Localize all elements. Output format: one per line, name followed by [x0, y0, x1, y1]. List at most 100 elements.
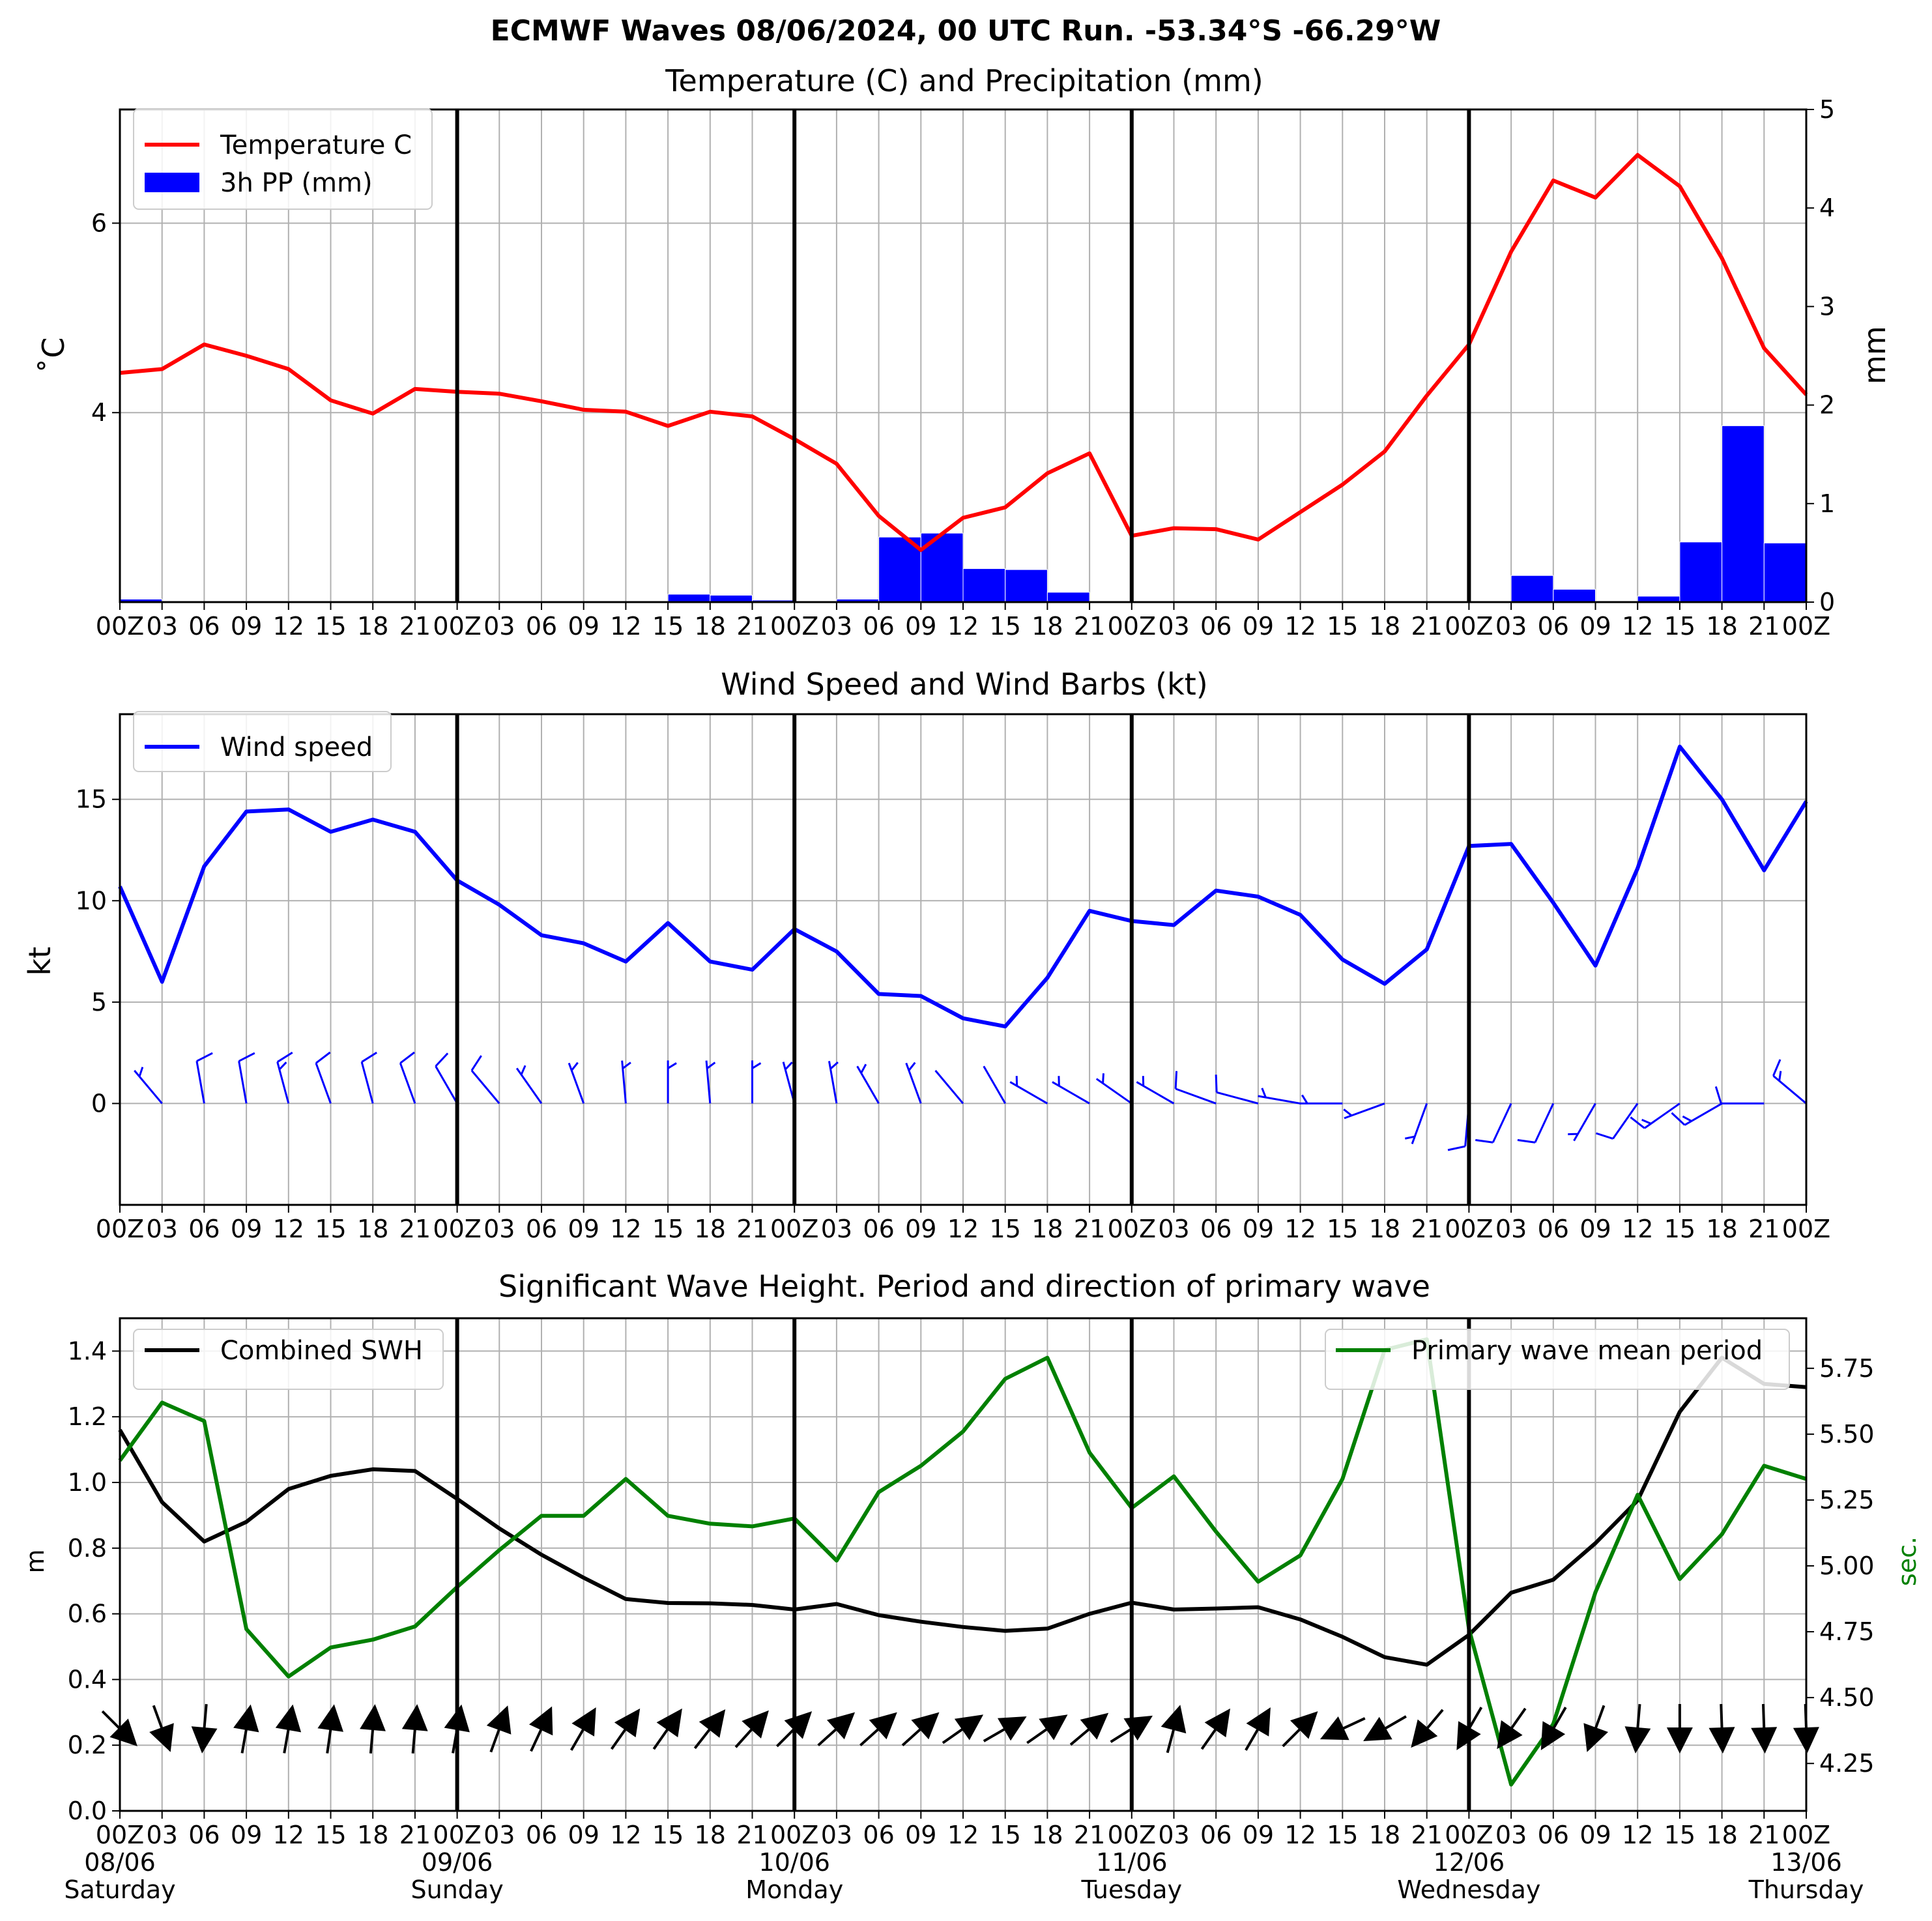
x-tick-label: 00Z [1445, 1821, 1493, 1849]
arrow-head [699, 1709, 726, 1738]
barb-feather [908, 1062, 916, 1071]
barb-shaft [1216, 1091, 1259, 1105]
x-tick-label: 00Z [96, 612, 144, 641]
wave-direction-arrow [901, 1712, 940, 1746]
x-tick-label: 12 [610, 1821, 641, 1849]
x-tick-label: 12 [273, 612, 304, 641]
y-tick-label: 0.2 [68, 1731, 107, 1759]
legend: Wind speed [133, 711, 392, 772]
x-tick-label: 21 [399, 1821, 431, 1849]
arrow-head [784, 1711, 813, 1739]
wave-direction-arrow [191, 1703, 218, 1754]
barb-shaft [360, 1062, 374, 1104]
precip-bar [1510, 575, 1554, 603]
wave-direction-arrow [1026, 1714, 1068, 1744]
barb-feather [278, 1062, 287, 1071]
x-tick-label: 12 [610, 612, 641, 641]
x-tick-label: 18 [1031, 612, 1063, 641]
y-tick-label: 0.8 [68, 1534, 107, 1563]
panel-title-wave: Significant Wave Height. Period and dire… [498, 1269, 1430, 1304]
wave-direction-arrow [859, 1712, 897, 1746]
barb-feather [1595, 1132, 1613, 1140]
x-tick-label: 06 [1538, 1215, 1569, 1243]
x-tick-label: 12 [273, 1821, 304, 1849]
barb-feather [138, 1067, 144, 1077]
x-tick-label: 06 [1200, 1821, 1232, 1849]
date-label: 12/06 [1434, 1848, 1505, 1877]
x-tick-label: 21 [1074, 612, 1105, 641]
x-tick-label: 15 [1664, 1821, 1695, 1849]
wind-barb [515, 1065, 543, 1105]
date-label: 13/06 [1770, 1848, 1842, 1877]
date-label: 09/06 [422, 1848, 493, 1877]
barb-feather [361, 1051, 377, 1063]
arrow-head [1246, 1707, 1271, 1737]
x-tick-label: 06 [863, 612, 894, 641]
barb-feather [1682, 1115, 1692, 1122]
barb-shaft [315, 1062, 332, 1104]
x-tick-label: 12 [273, 1215, 304, 1243]
wave-direction-arrow [1540, 1707, 1567, 1750]
barb-shaft [1411, 1103, 1428, 1144]
x-tick-label: 18 [1031, 1821, 1063, 1849]
precip-bar [710, 594, 753, 603]
x-tick-label: 00Z [433, 612, 481, 641]
x-tick-label: 12 [1284, 1821, 1316, 1849]
wind-barb [568, 1062, 585, 1104]
arrow-head [656, 1708, 682, 1738]
x-tick-label: 15 [652, 612, 684, 641]
wave-direction-arrow [275, 1704, 302, 1754]
y-tick-label: 1.0 [68, 1468, 107, 1497]
x-tick-label: 21 [736, 612, 768, 641]
wave-direction-arrow [1497, 1707, 1527, 1750]
x-tick-label: 09 [568, 612, 599, 641]
precip-bar [1046, 592, 1090, 603]
arrow-head [1497, 1720, 1523, 1750]
wave-direction-arrow [401, 1704, 428, 1754]
x-tick-label: 15 [652, 1215, 684, 1243]
legend-label-precip: 3h PP (mm) [220, 168, 373, 198]
x-tick-label: 18 [695, 1821, 726, 1849]
x-tick-label: 21 [1748, 1215, 1780, 1243]
x-tick-label: 09 [568, 1821, 599, 1849]
wind-barb [1215, 1075, 1259, 1105]
grid [120, 714, 1806, 1205]
wave-direction-arrow [1583, 1705, 1608, 1752]
x-tick-label: 21 [1074, 1215, 1105, 1243]
figure-title: ECMWF Waves 08/06/2024, 00 UTC Run. -53.… [491, 14, 1441, 48]
wind-barb [276, 1051, 293, 1104]
barb-feather [667, 1062, 677, 1069]
x-tick-label: 06 [1538, 1821, 1569, 1849]
arrow-head [1319, 1716, 1349, 1740]
barb-shaft [276, 1062, 290, 1104]
y-tick-label: 1.4 [68, 1336, 107, 1365]
x-tick-label: 00Z [1108, 612, 1156, 641]
barb-feather [470, 1055, 482, 1071]
barb-feather [1301, 1094, 1308, 1105]
barb-feather [706, 1062, 716, 1069]
x-tick-label: 09 [568, 1215, 599, 1243]
barb-shaft [1052, 1081, 1090, 1105]
y-tick-label: 6 [91, 209, 107, 237]
wind-barb [1258, 1088, 1301, 1105]
wave-direction-arrow [101, 1710, 137, 1746]
x-tick-label: 06 [526, 612, 557, 641]
x-tick-label: 06 [526, 1215, 557, 1243]
x-tick-label: 03 [821, 612, 852, 641]
precip-bar [1553, 588, 1596, 603]
x-tick-label: 03 [147, 1821, 178, 1849]
plot-marks [101, 1337, 1819, 1787]
wave-direction-arrow [693, 1709, 726, 1750]
wave-direction-arrow [734, 1710, 769, 1748]
x-tick-label: 00Z [770, 1215, 818, 1243]
wave-direction-arrow [1200, 1708, 1230, 1750]
x-tick-label: 12 [1622, 1215, 1653, 1243]
barb-shaft [1258, 1095, 1301, 1105]
panel-title-temperature: Temperature (C) and Precipitation (mm) [665, 63, 1263, 98]
weekday-label: Tuesday [1080, 1875, 1182, 1904]
weekday-label: Sunday [411, 1875, 504, 1904]
arrow-head [1039, 1714, 1068, 1740]
barb-feather [196, 1052, 213, 1062]
barb-shaft [399, 1062, 416, 1104]
wind-barb [621, 1060, 631, 1104]
